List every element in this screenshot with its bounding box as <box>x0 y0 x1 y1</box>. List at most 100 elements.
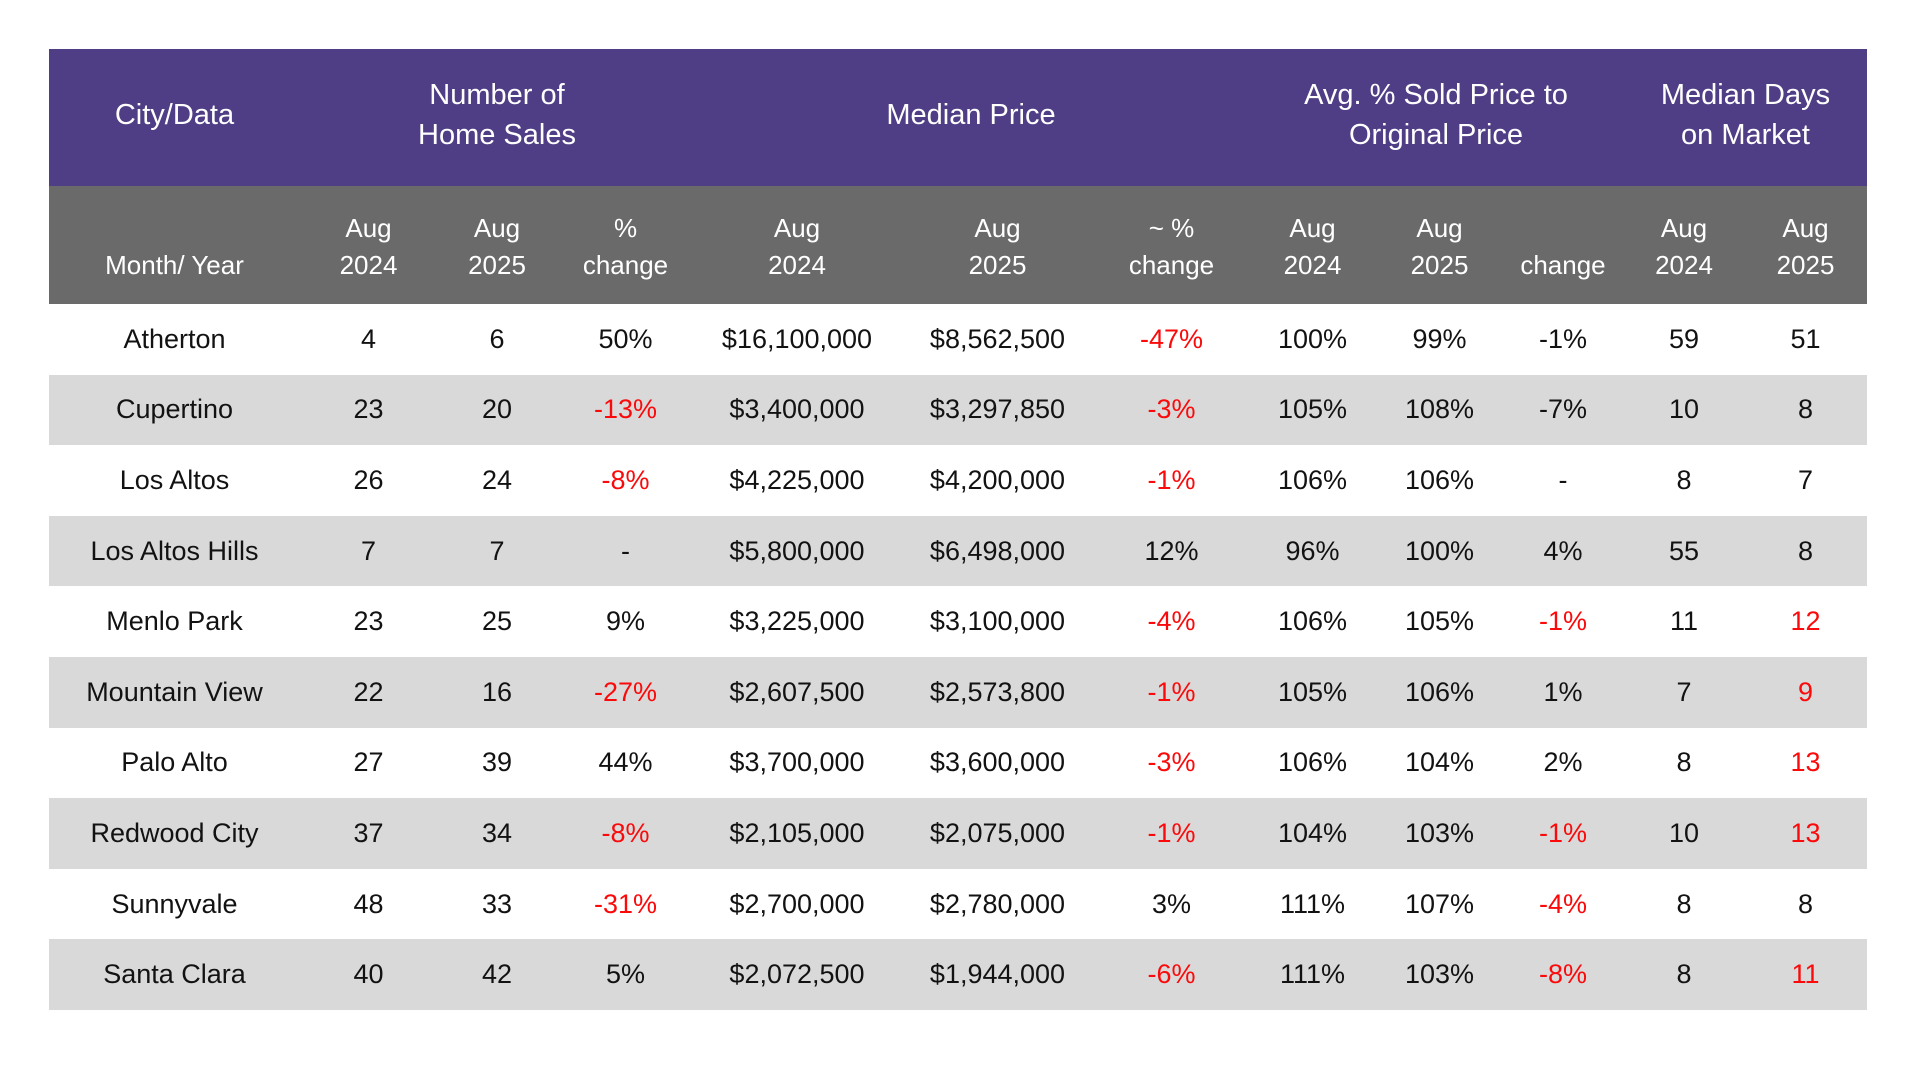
value-cell: -47% <box>1139 323 1204 354</box>
value-cell: $6,498,000 <box>929 535 1066 566</box>
table-row: Cupertino 23 20 -13% $3,400,000 $3,297,850 -3%… <box>49 374 1867 446</box>
value-cell: 108% <box>1404 394 1475 425</box>
value-cell: 44% <box>598 747 653 778</box>
value-cell: 99% <box>1412 323 1467 354</box>
value-cell: $2,780,000 <box>929 888 1066 919</box>
table-body: Atherton 4 6 50% $16,100,000 $8,562,500 -47% 10… <box>49 304 1867 1010</box>
subheader-cell: change <box>1520 250 1606 280</box>
value-cell: 23 <box>353 394 384 425</box>
subheader-cell: Aug 2025 <box>968 213 1027 280</box>
value-cell: 10 <box>1668 817 1700 848</box>
value-cell: $16,100,000 <box>721 323 873 354</box>
city-cell: Mountain View <box>86 676 263 707</box>
header-group-avg-pct-sold: Avg. % Sold Price to Original Price <box>1304 78 1568 151</box>
value-cell: 39 <box>481 747 513 778</box>
subheader-month-year: Month/ Year <box>105 250 244 280</box>
subheader-cell: Aug 2024 <box>339 213 398 280</box>
subheader-cell: Aug 2025 <box>1776 213 1835 280</box>
value-cell: 9% <box>605 606 646 637</box>
value-cell: 106% <box>1277 747 1348 778</box>
value-cell: $2,573,800 <box>929 676 1066 707</box>
value-cell: $3,700,000 <box>729 747 865 778</box>
real-estate-table: City/Data Number of Home Sales Median Pr… <box>49 49 1867 1010</box>
value-cell: $2,072,500 <box>729 959 865 990</box>
value-cell: -4% <box>1147 606 1196 637</box>
value-cell: 37 <box>353 817 384 848</box>
value-cell: 105% <box>1277 676 1348 707</box>
value-cell: -1% <box>1147 464 1196 495</box>
value-cell: 24 <box>481 464 513 495</box>
table-row: Los Altos Hills 7 7 - $5,800,000 $6,498,000 12… <box>49 515 1867 587</box>
value-cell: 9 <box>1797 676 1814 707</box>
value-cell: 34 <box>481 817 513 848</box>
value-cell: -31% <box>593 888 658 919</box>
value-cell: 4% <box>1543 535 1583 566</box>
value-cell: 5% <box>605 959 646 990</box>
header-group-home-sales: Number of Home Sales <box>418 78 576 151</box>
value-cell: -13% <box>593 394 658 425</box>
value-cell: $3,400,000 <box>729 394 865 425</box>
value-cell: 16 <box>481 676 513 707</box>
table-row: Menlo Park 23 25 9% $3,225,000 $3,100,000 -4% 1… <box>49 586 1867 657</box>
value-cell: - <box>621 535 630 566</box>
value-cell: 2% <box>1543 747 1583 778</box>
value-cell: $3,297,850 <box>929 394 1066 425</box>
value-cell: $3,600,000 <box>929 747 1066 778</box>
value-cell: 11 <box>1669 606 1699 637</box>
city-cell: Los Altos Hills <box>90 535 259 566</box>
value-cell: 111% <box>1279 888 1346 919</box>
value-cell: 7 <box>1797 464 1814 495</box>
value-cell: 103% <box>1404 817 1475 848</box>
value-cell: 11 <box>1791 959 1820 990</box>
value-cell: 33 <box>481 888 513 919</box>
value-cell: 8 <box>1797 535 1814 566</box>
value-cell: 104% <box>1277 817 1348 848</box>
table-row: Sunnyvale 48 33 -31% $2,700,000 $2,780,000 3% 1… <box>49 868 1867 940</box>
value-cell: -8% <box>601 464 650 495</box>
value-cell: 12 <box>1790 606 1821 637</box>
subheader-cell: Aug 2025 <box>468 213 526 280</box>
subheader-row: Month/ Year Aug 2024 Aug 2025 % change A… <box>49 186 1867 304</box>
value-cell: 8 <box>1676 747 1692 778</box>
value-cell: 13 <box>1790 817 1821 848</box>
value-cell: $4,200,000 <box>929 464 1066 495</box>
value-cell: 22 <box>353 676 384 707</box>
city-cell: Santa Clara <box>103 959 246 990</box>
value-cell: 25 <box>481 606 513 637</box>
table-row: Redwood City 37 34 -8% $2,105,000 $2,075,000 -… <box>49 798 1867 869</box>
value-cell: $4,225,000 <box>729 464 865 495</box>
value-cell: -1% <box>1538 817 1587 848</box>
value-cell: 51 <box>1790 323 1821 354</box>
value-cell: 106% <box>1277 606 1348 637</box>
value-cell: $2,700,000 <box>729 888 865 919</box>
value-cell: 23 <box>353 606 384 637</box>
city-cell: Sunnyvale <box>111 888 238 919</box>
value-cell: 8 <box>1797 888 1814 919</box>
table-row: Palo Alto 27 39 44% $3,700,000 $3,600,000 -3% 1… <box>49 727 1867 799</box>
header-group-median-days: Median Days on Market <box>1660 78 1831 151</box>
value-cell: -1% <box>1538 606 1587 637</box>
value-cell: 7 <box>489 535 505 566</box>
value-cell: 48 <box>353 888 384 919</box>
value-cell: 3% <box>1151 888 1192 919</box>
value-cell: $5,800,000 <box>729 535 865 566</box>
value-cell: 107% <box>1404 888 1475 919</box>
value-cell: 106% <box>1404 464 1475 495</box>
value-cell: 100% <box>1277 323 1348 354</box>
value-cell: - <box>1558 464 1568 495</box>
table-row: Atherton 4 6 50% $16,100,000 $8,562,500 -47% 10… <box>49 304 1867 375</box>
value-cell: $8,562,500 <box>929 323 1066 354</box>
value-cell: 8 <box>1676 888 1692 919</box>
value-cell: 7 <box>1676 676 1692 707</box>
value-cell: -1% <box>1147 676 1196 707</box>
value-cell: 106% <box>1404 676 1475 707</box>
value-cell: 4 <box>360 323 377 354</box>
value-cell: $1,944,000 <box>929 959 1066 990</box>
table-row: Santa Clara 40 42 5% $2,072,500 $1,944,000 -6%… <box>49 939 1867 1010</box>
value-cell: 103% <box>1404 959 1475 990</box>
city-cell: Los Altos <box>119 464 230 495</box>
header-group-median-price: Median Price <box>886 98 1056 131</box>
value-cell: -3% <box>1147 394 1196 425</box>
value-cell: $3,100,000 <box>929 606 1066 637</box>
subheader-cell: % change <box>582 213 669 280</box>
